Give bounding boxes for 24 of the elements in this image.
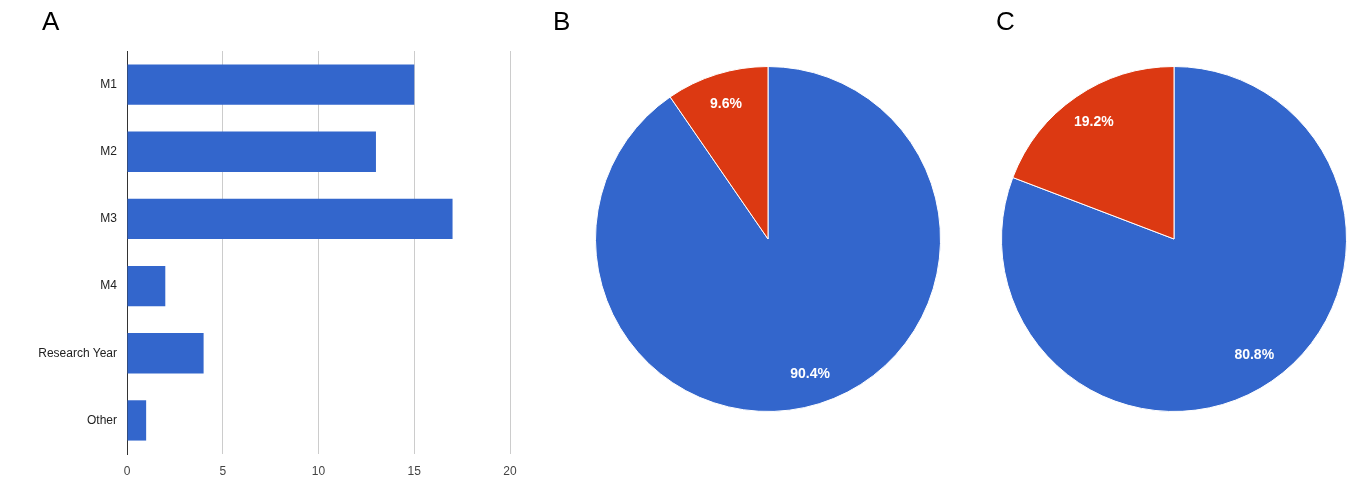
x-tick-label: 5 <box>219 463 227 478</box>
chart-title: A <box>42 6 60 37</box>
bar <box>127 64 415 105</box>
y-tick-label: M4 <box>100 278 118 293</box>
x-tick-label: 15 <box>407 463 422 478</box>
data-label: 80.8% <box>1234 346 1275 363</box>
bar <box>127 265 166 307</box>
data-label: 90.4% <box>790 364 831 381</box>
y-tick-label: M1 <box>100 76 118 91</box>
x-tick-label: 20 <box>503 463 517 478</box>
x-tick-label: 10 <box>311 463 326 478</box>
bar <box>127 333 204 374</box>
y-tick-label: M3 <box>100 211 118 226</box>
data-label: 19.2% <box>1073 113 1115 130</box>
x-tick-label: 0 <box>123 463 131 478</box>
data-label: 9.6% <box>710 94 743 111</box>
chart-title: B <box>553 6 571 37</box>
y-tick-label: Other <box>86 412 117 427</box>
chart-title: C <box>996 6 1015 37</box>
bar <box>127 198 453 240</box>
bar <box>127 400 147 441</box>
y-tick-label: M2 <box>100 144 118 159</box>
bar <box>127 131 376 172</box>
y-tick-label: Research Year <box>38 345 117 360</box>
